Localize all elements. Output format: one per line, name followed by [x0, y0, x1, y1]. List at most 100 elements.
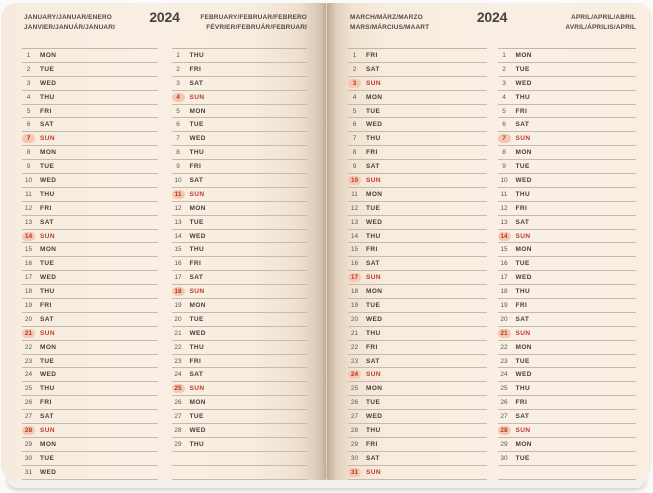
day-row: 30 TUE — [22, 452, 158, 466]
day-row: 11 SUN — [171, 188, 307, 202]
day-label: MON — [515, 246, 532, 254]
day-label: TUE — [40, 260, 55, 268]
day-row: 10 SUN — [348, 174, 487, 188]
day-label: SAT — [40, 315, 54, 323]
day-row: 30 SAT — [348, 452, 487, 466]
day-label: THU — [189, 440, 205, 448]
day-row: 17 WED — [22, 271, 158, 286]
day-row: 7 THU — [348, 132, 487, 147]
day-row: 12 FRI — [22, 202, 158, 216]
day-label: MON — [40, 51, 57, 59]
day-row: 12 FRI — [497, 202, 636, 216]
day-number: 25 — [500, 385, 508, 393]
day-label: FRI — [366, 51, 378, 59]
day-row: 28 SUN — [497, 424, 636, 438]
day-number: 2 — [26, 65, 31, 73]
day-row: 30 TUE — [497, 452, 636, 466]
day-row: 2 TUE — [22, 63, 158, 77]
day-number: 25 — [24, 385, 33, 393]
day-row: 2 SAT — [348, 63, 487, 77]
day-number: 25 — [350, 385, 359, 393]
day-label: THU — [189, 149, 205, 157]
day-row: 5 FRI — [497, 105, 636, 119]
day-label: TUE — [189, 121, 204, 129]
day-label: FRI — [40, 204, 52, 212]
page-right: MARCH/MÄRZ/MARZO MARS/MÁRCIUS/MAART 2024… — [327, 3, 652, 480]
day-number: 7 — [22, 134, 35, 144]
day-label: FRI — [366, 246, 378, 254]
day-label: FRI — [189, 260, 202, 268]
day-row: 25 THU — [497, 382, 636, 397]
day-row: 17 SAT — [171, 271, 307, 286]
day-label: THU — [40, 190, 55, 198]
day-number: 28 — [22, 425, 35, 435]
day-label: TUE — [366, 301, 381, 309]
day-number: 3 — [502, 79, 506, 87]
day-number: 3 — [176, 79, 180, 87]
day-number: 3 — [348, 78, 361, 88]
day-row: 29 MON — [22, 438, 158, 452]
day-label: TUE — [40, 65, 55, 73]
day-row: 14 SUN — [22, 230, 158, 244]
day-label: SAT — [366, 65, 380, 73]
day-label: SUN — [40, 232, 55, 240]
day-number: 4 — [502, 93, 506, 101]
day-label: FRI — [515, 399, 528, 407]
day-row: 22 MON — [497, 341, 636, 355]
day-label: MON — [515, 51, 532, 59]
day-number: 9 — [26, 163, 31, 171]
day-label: TUE — [366, 204, 381, 212]
day-label: SAT — [189, 176, 204, 184]
day-row: 24 WED — [22, 368, 158, 383]
day-number: 30 — [500, 454, 508, 462]
day-row: 18 THU — [497, 285, 636, 300]
day-label: FRI — [515, 107, 528, 115]
day-label: SUN — [189, 190, 205, 198]
day-label: TUE — [189, 218, 204, 226]
day-number: 4 — [26, 93, 31, 101]
day-row: 6 TUE — [171, 118, 307, 133]
day-row: 28 SUN — [22, 424, 158, 438]
month-header-january: JANUARY/JANUAR/ENERO JANVIER/JANUÁR/JANU… — [24, 13, 115, 32]
day-number: 18 — [500, 288, 508, 296]
day-number: 27 — [500, 413, 508, 421]
day-row: 12 MON — [171, 202, 307, 216]
day-row: 21 THU — [348, 327, 487, 341]
day-label: THU — [366, 135, 381, 143]
day-number: 12 — [350, 204, 359, 212]
month-title-line: FEBRUARY/FEBRUAR/FEBRERO — [200, 14, 307, 21]
day-row: 5 MON — [171, 105, 307, 119]
day-row: 3 WED — [497, 77, 636, 91]
day-number: 14 — [22, 231, 35, 241]
day-label: SAT — [40, 218, 54, 226]
day-label: TUE — [40, 163, 55, 171]
day-number: 9 — [176, 163, 180, 171]
day-row: 11 MON — [348, 188, 487, 202]
day-label: SAT — [515, 218, 530, 226]
month-title-line: MARCH/MÄRZ/MARZO — [350, 14, 423, 21]
day-number: 11 — [351, 190, 358, 198]
day-row: 4 SUN — [171, 91, 307, 105]
day-number: 6 — [176, 121, 180, 129]
day-number: 6 — [502, 121, 506, 129]
day-number: 11 — [500, 190, 508, 198]
day-number: 21 — [497, 328, 511, 338]
day-number: 30 — [350, 454, 359, 462]
day-number: 15 — [174, 246, 182, 254]
day-number: 15 — [500, 246, 508, 254]
day-row: 29 MON — [497, 438, 636, 452]
day-number: 25 — [171, 384, 185, 394]
day-label: SAT — [515, 413, 530, 421]
day-number: 31 — [24, 468, 33, 476]
day-number: 21 — [350, 329, 359, 337]
day-label: WED — [189, 426, 206, 434]
columns-right-page: 1 FRI 2 SAT 3 SUN 4 MON 5 TUE 6 WED 7 THU 8 FRI 9 SAT 10 SU… — [348, 48, 636, 480]
day-number: 15 — [350, 246, 359, 254]
day-label: MON — [189, 399, 206, 407]
day-number: 13 — [174, 218, 182, 226]
day-number: 2 — [502, 65, 506, 73]
page-header-left: JANUARY/JANUAR/ENERO JANVIER/JANUÁR/JANU… — [22, 3, 307, 48]
day-row: 8 MON — [497, 146, 636, 161]
day-label: MON — [40, 246, 57, 254]
day-label: TUE — [40, 454, 55, 462]
